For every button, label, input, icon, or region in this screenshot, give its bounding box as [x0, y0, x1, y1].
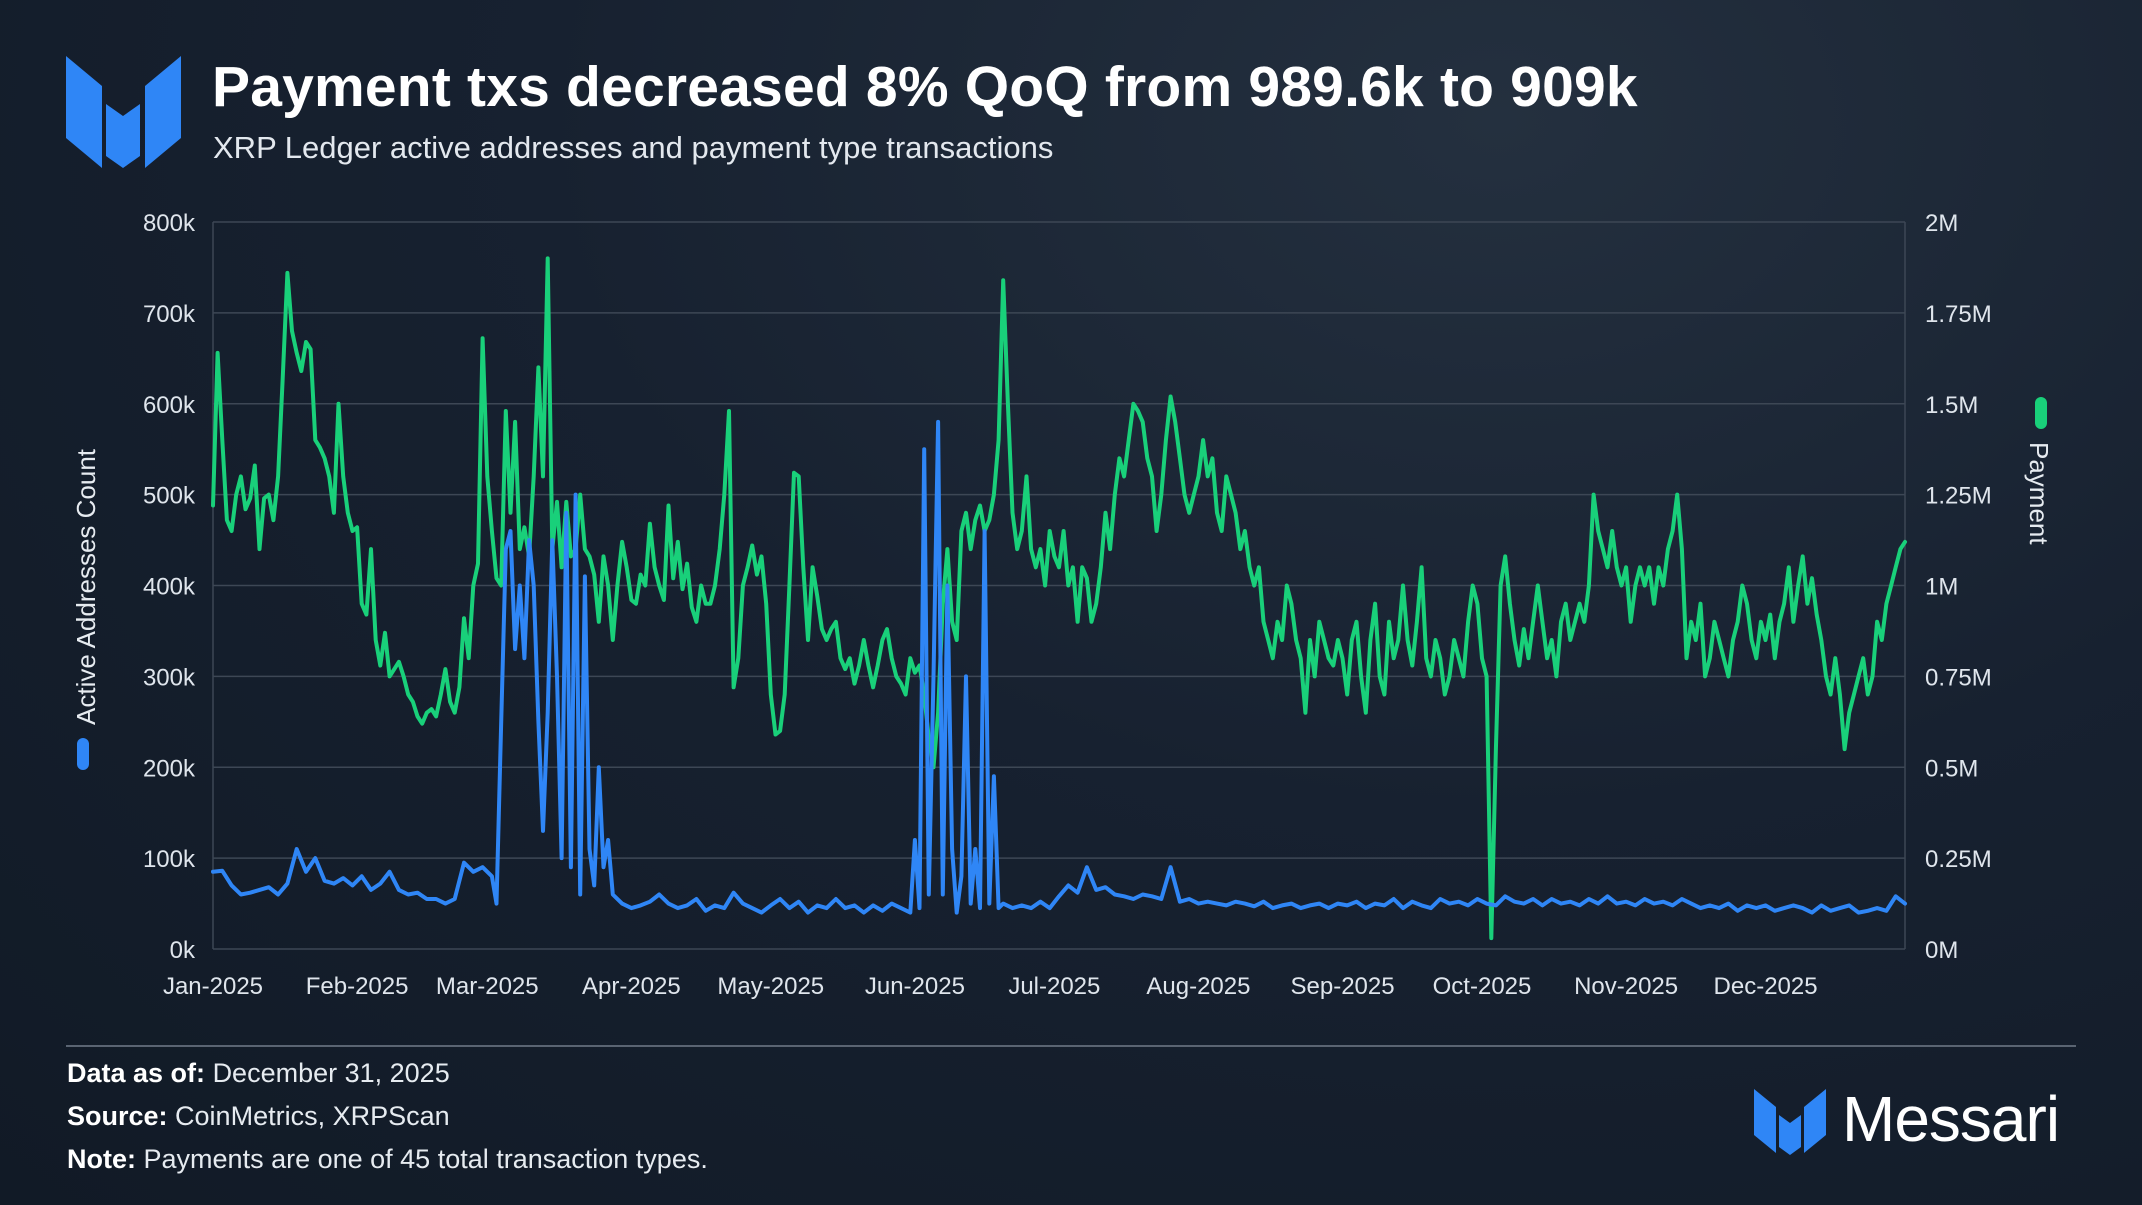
right-axis-label: Payment — [2024, 442, 2054, 545]
x-tick-label: Sep-2025 — [1291, 973, 1395, 1000]
right-y-tick-label: 0.25M — [1925, 846, 1992, 873]
dual-axis-line-chart: 0k 100k 200k 300k 400k 500k 600k 700k 800k 0M 0.2… — [71, 210, 2054, 1000]
left-y-tick-label: 400k — [143, 574, 196, 601]
x-tick-label: Jul-2025 — [1008, 973, 1100, 1000]
right-y-tick-label: 0.75M — [1925, 664, 1992, 691]
source-value: CoinMetrics, XRPScan — [175, 1101, 450, 1131]
active-addresses-legend-swatch — [77, 738, 89, 770]
brand-wordmark: Messari — [1842, 1083, 2060, 1155]
messari-brand-mark-icon — [1754, 1089, 1826, 1155]
note-label: Note: — [67, 1144, 136, 1174]
data-as-of-line: Data as of: December 31, 2025 — [67, 1058, 450, 1089]
x-tick-label: Feb-2025 — [306, 973, 409, 1000]
x-tick-label: Nov-2025 — [1574, 973, 1678, 1000]
data-as-of-label: Data as of: — [67, 1058, 206, 1088]
left-y-axis-ticks: 0k 100k 200k 300k 400k 500k 600k 700k 800k — [143, 210, 196, 964]
left-axis-label: Active Addresses Count — [71, 448, 101, 725]
x-tick-label: Aug-2025 — [1146, 973, 1250, 1000]
right-y-tick-label: 1.5M — [1925, 392, 1978, 419]
left-y-tick-label: 500k — [143, 483, 196, 510]
footer-divider — [66, 1045, 2076, 1047]
left-y-tick-label: 300k — [143, 664, 196, 691]
source-label: Source: — [67, 1101, 168, 1131]
x-tick-label: Jan-2025 — [163, 973, 263, 1000]
payment-series-line — [211, 256, 1907, 941]
note-value: Payments are one of 45 total transaction… — [143, 1144, 708, 1174]
x-axis-ticks: Jan-2025 Feb-2025 Mar-2025 Apr-2025 May-2025… — [163, 973, 1818, 1000]
source-line: Source: CoinMetrics, XRPScan — [67, 1101, 450, 1132]
right-axis-title: Payment — [2024, 397, 2054, 545]
data-as-of-value: December 31, 2025 — [212, 1058, 450, 1088]
payment-legend-swatch — [2035, 397, 2047, 429]
active-addresses-series-line — [211, 419, 1907, 915]
left-y-tick-label: 0k — [170, 937, 196, 964]
x-tick-label: Apr-2025 — [582, 973, 681, 1000]
x-tick-label: Jun-2025 — [865, 973, 965, 1000]
x-tick-label: May-2025 — [717, 973, 824, 1000]
note-line: Note: Payments are one of 45 total trans… — [67, 1144, 708, 1175]
left-y-tick-label: 600k — [143, 392, 196, 419]
chart-title: Payment txs decreased 8% QoQ from 989.6k… — [212, 55, 1638, 119]
right-y-tick-label: 0.5M — [1925, 755, 1978, 782]
left-y-tick-label: 700k — [143, 301, 196, 328]
chart-subtitle: XRP Ledger active addresses and payment … — [213, 130, 1054, 165]
right-y-tick-label: 0M — [1925, 937, 1958, 964]
right-y-tick-label: 1.25M — [1925, 483, 1992, 510]
gridlines — [212, 221, 1906, 950]
messari-logo-icon — [66, 56, 181, 168]
left-y-tick-label: 800k — [143, 210, 196, 237]
right-y-tick-label: 1M — [1925, 574, 1958, 601]
right-y-tick-label: 2M — [1925, 210, 1958, 237]
left-y-tick-label: 200k — [143, 755, 196, 782]
right-y-tick-label: 1.75M — [1925, 301, 1992, 328]
left-axis-title: Active Addresses Count — [71, 448, 101, 770]
x-tick-label: Dec-2025 — [1714, 973, 1818, 1000]
left-y-tick-label: 100k — [143, 846, 196, 873]
right-y-axis-ticks: 0M 0.25M 0.5M 0.75M 1M 1.25M 1.5M 1.75M 2M — [1925, 210, 1992, 964]
x-tick-label: Mar-2025 — [436, 973, 539, 1000]
x-tick-label: Oct-2025 — [1433, 973, 1532, 1000]
